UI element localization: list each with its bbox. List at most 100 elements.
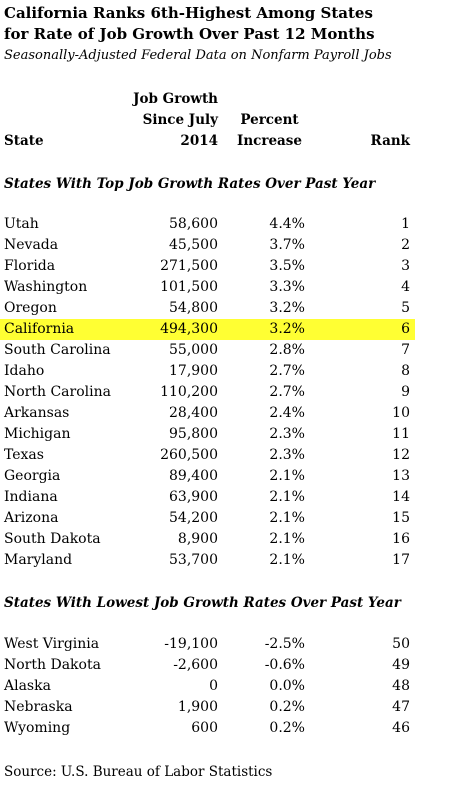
cell-rank: 12 — [392, 447, 410, 463]
table-row: South Carolina 55,000 2.8% 7 — [0, 340, 415, 361]
cell-state: Texas — [4, 447, 44, 463]
header-state: State — [4, 133, 44, 149]
table-row: Utah 58,600 4.4% 1 — [0, 214, 415, 235]
cell-rank: 48 — [392, 678, 410, 694]
table-row: Idaho 17,900 2.7% 8 — [0, 361, 415, 382]
cell-job-growth: 101,500 — [160, 279, 218, 295]
cell-percent: 2.8% — [269, 342, 305, 358]
cell-percent: 2.1% — [269, 510, 305, 526]
top-rows: Utah 58,600 4.4% 1 Nevada 45,500 3.7% 2 Florida 2… — [0, 214, 415, 571]
cell-rank: 15 — [392, 510, 410, 526]
cell-rank: 47 — [392, 699, 410, 715]
cell-state: North Dakota — [4, 657, 101, 673]
cell-percent: 3.7% — [269, 237, 305, 253]
cell-job-growth: 54,200 — [169, 510, 218, 526]
chart-subtitle: Seasonally-Adjusted Federal Data on Nonf… — [4, 48, 392, 63]
cell-percent: 2.3% — [269, 447, 305, 463]
cell-job-growth: 260,500 — [160, 447, 218, 463]
header-pct-line-2: Increase — [237, 133, 302, 149]
cell-state: Arizona — [4, 510, 59, 526]
cell-rank: 3 — [401, 258, 410, 274]
cell-rank: 49 — [392, 657, 410, 673]
cell-state: Wyoming — [4, 720, 71, 736]
low-rows: West Virginia -19,100 -2.5% 50 North Dakota -… — [0, 634, 415, 739]
cell-job-growth: 110,200 — [160, 384, 218, 400]
cell-state: South Dakota — [4, 531, 101, 547]
cell-percent: 2.1% — [269, 531, 305, 547]
cell-job-growth: 28,400 — [169, 405, 218, 421]
cell-job-growth: 17,900 — [169, 363, 218, 379]
cell-rank: 10 — [392, 405, 410, 421]
header-job-line-3: 2014 — [180, 133, 218, 149]
table-row: West Virginia -19,100 -2.5% 50 — [0, 634, 415, 655]
table-row: Florida 271,500 3.5% 3 — [0, 256, 415, 277]
cell-job-growth: 1,900 — [177, 699, 218, 715]
cell-job-growth: 45,500 — [169, 237, 218, 253]
cell-state: Oregon — [4, 300, 57, 316]
cell-percent: 4.4% — [269, 216, 305, 232]
cell-rank: 13 — [392, 468, 410, 484]
table-row: South Dakota 8,900 2.1% 16 — [0, 529, 415, 550]
table-row: North Carolina 110,200 2.7% 9 — [0, 382, 415, 403]
table-row: Wyoming 600 0.2% 46 — [0, 718, 415, 739]
cell-state: West Virginia — [4, 636, 100, 652]
cell-state: Utah — [4, 216, 39, 232]
cell-state: Idaho — [4, 363, 45, 379]
table-row: Georgia 89,400 2.1% 13 — [0, 466, 415, 487]
cell-job-growth: 89,400 — [169, 468, 218, 484]
table-row: Alaska 0 0.0% 48 — [0, 676, 415, 697]
section-low-heading: States With Lowest Job Growth Rates Over… — [4, 595, 401, 611]
cell-job-growth: 54,800 — [169, 300, 218, 316]
table-row: Texas 260,500 2.3% 12 — [0, 445, 415, 466]
chart-title: California Ranks 6th-Highest Among State… — [4, 3, 375, 45]
table-row: Michigan 95,800 2.3% 11 — [0, 424, 415, 445]
cell-percent: 2.1% — [269, 552, 305, 568]
cell-rank: 14 — [392, 489, 410, 505]
table-row: Arkansas 28,400 2.4% 10 — [0, 403, 415, 424]
cell-percent: 2.7% — [269, 384, 305, 400]
header-job-line-1: Job Growth — [133, 91, 218, 107]
table-row: North Dakota -2,600 -0.6% 49 — [0, 655, 415, 676]
table-row: Nevada 45,500 3.7% 2 — [0, 235, 415, 256]
cell-rank: 46 — [392, 720, 410, 736]
cell-rank: 1 — [401, 216, 410, 232]
cell-rank: 8 — [401, 363, 410, 379]
cell-job-growth: -19,100 — [164, 636, 218, 652]
header-rank: Rank — [370, 133, 410, 149]
cell-state: Nebraska — [4, 699, 73, 715]
cell-state: North Carolina — [4, 384, 111, 400]
cell-state: Alaska — [4, 678, 51, 694]
cell-percent: 2.1% — [269, 489, 305, 505]
cell-rank: 11 — [392, 426, 410, 442]
table-row: Washington 101,500 3.3% 4 — [0, 277, 415, 298]
table-row: Oregon 54,800 3.2% 5 — [0, 298, 415, 319]
cell-percent: 2.7% — [269, 363, 305, 379]
table-row: California 494,300 3.2% 6 — [0, 319, 415, 340]
cell-job-growth: -2,600 — [173, 657, 218, 673]
cell-percent: 2.1% — [269, 468, 305, 484]
cell-job-growth: 63,900 — [169, 489, 218, 505]
cell-percent: 0.2% — [269, 699, 305, 715]
cell-percent: 3.2% — [269, 321, 305, 337]
cell-rank: 7 — [401, 342, 410, 358]
cell-percent: 3.2% — [269, 300, 305, 316]
cell-state: Indiana — [4, 489, 58, 505]
cell-percent: 3.5% — [269, 258, 305, 274]
cell-state: Michigan — [4, 426, 71, 442]
cell-percent: 0.0% — [269, 678, 305, 694]
cell-job-growth: 53,700 — [169, 552, 218, 568]
cell-rank: 6 — [401, 321, 410, 337]
cell-rank: 16 — [392, 531, 410, 547]
cell-job-growth: 271,500 — [160, 258, 218, 274]
header-job-growth: Job Growth Since July 2014 — [133, 89, 218, 152]
cell-state: California — [4, 321, 75, 337]
header-pct-line-1: Percent — [240, 112, 299, 128]
cell-percent: 3.3% — [269, 279, 305, 295]
title-line-2: for Rate of Job Growth Over Past 12 Mont… — [4, 25, 375, 43]
cell-percent: 2.3% — [269, 426, 305, 442]
cell-job-growth: 55,000 — [169, 342, 218, 358]
title-line-1: California Ranks 6th-Highest Among State… — [4, 4, 373, 22]
cell-state: South Carolina — [4, 342, 111, 358]
cell-rank: 50 — [392, 636, 410, 652]
